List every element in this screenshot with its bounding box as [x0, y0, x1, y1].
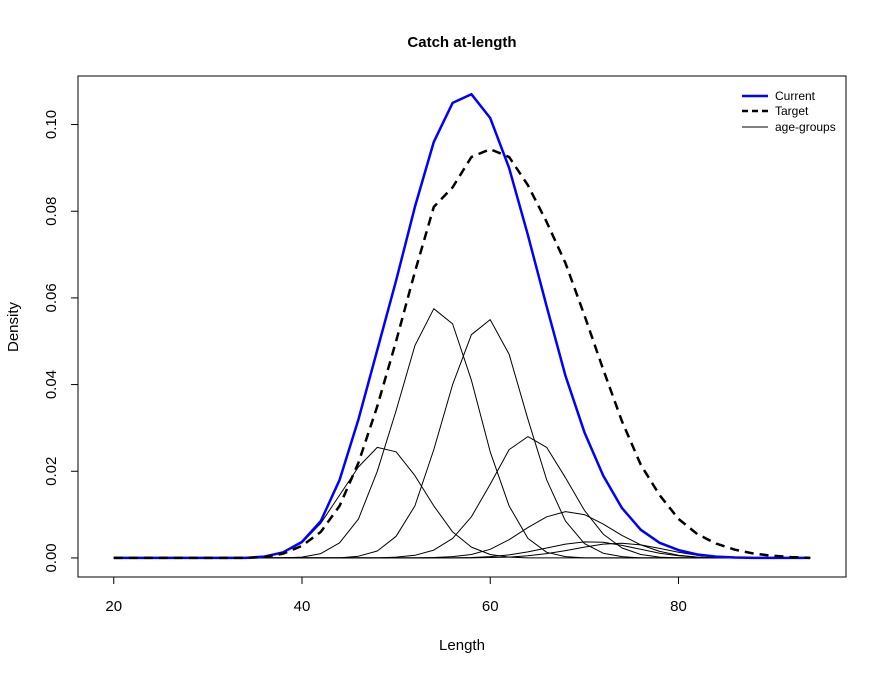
series-line-target [113, 147, 811, 560]
legend: Current Target age-groups [742, 89, 836, 134]
legend-label-age-groups: age-groups [775, 120, 836, 134]
y-tick-label: 0.04 [43, 370, 60, 399]
y-tick-label: 0.06 [43, 283, 60, 312]
y-axis: 0.00 0.02 0.04 0.06 0.08 0.10 [43, 110, 79, 573]
x-axis-label: Length [439, 637, 485, 654]
x-axis: 20 40 60 80 [105, 576, 687, 615]
series-line-current [113, 92, 811, 560]
x-tick-label: 40 [294, 598, 311, 615]
chart-title: Catch at-length [407, 34, 516, 51]
y-tick-label: 0.00 [43, 543, 60, 572]
x-tick-label: 20 [105, 598, 122, 615]
series-lines [113, 92, 811, 560]
legend-label-current: Current [775, 89, 816, 103]
legend-label-target: Target [775, 104, 809, 118]
y-tick-label: 0.02 [43, 457, 60, 486]
y-axis-label: Density [5, 301, 22, 352]
y-tick-label: 0.08 [43, 197, 60, 226]
x-tick-label: 60 [482, 598, 499, 615]
y-tick-label: 0.10 [43, 110, 60, 139]
x-tick-label: 80 [670, 598, 687, 615]
